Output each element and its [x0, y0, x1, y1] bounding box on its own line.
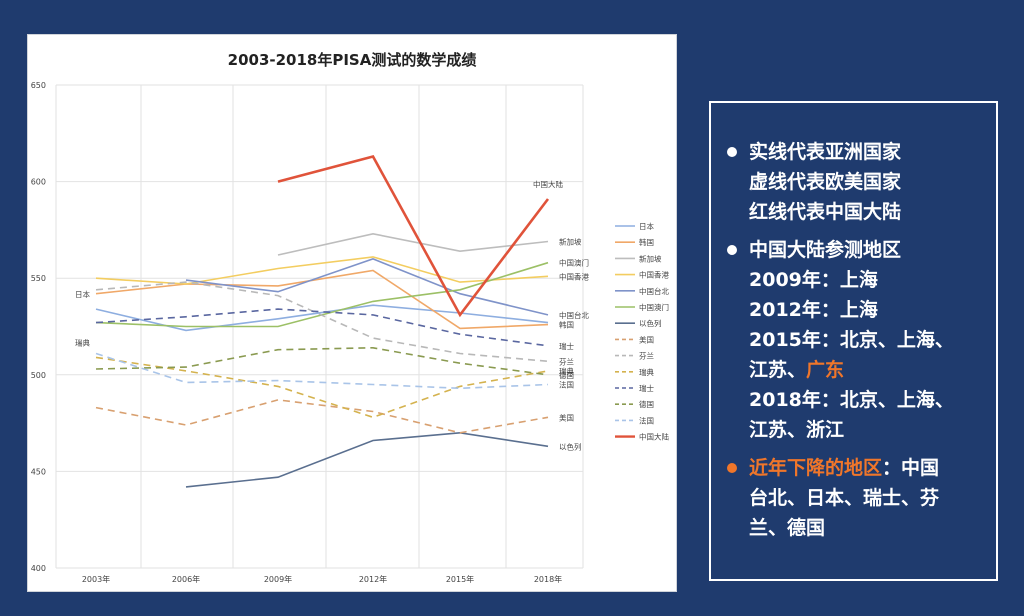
series-end-label: 中国澳门: [559, 258, 589, 268]
bullet-icon: [727, 463, 737, 473]
highlight-text: 广东: [806, 359, 845, 381]
info-line: 中国大陆参测地区: [749, 235, 986, 265]
series-end-label: 德国: [559, 370, 574, 380]
series-end-label: 以色列: [559, 441, 582, 451]
y-tick-label: 650: [31, 81, 46, 90]
info-line: 台北、日本、瑞士、芬: [749, 483, 986, 513]
info-line: 近年下降的地区：中国: [749, 453, 986, 483]
y-tick-label: 550: [31, 274, 46, 283]
series-end-label: 中国香港: [559, 271, 589, 281]
x-tick-label: 2003年: [82, 574, 110, 584]
y-tick-label: 400: [31, 564, 46, 573]
chart-card: 2003-2018年PISA测试的数学成绩 400 450 500 550 600 650 2…: [27, 34, 677, 592]
info-line: 兰、德国: [749, 513, 986, 543]
series-line: [185, 258, 549, 316]
info-item: 实线代表亚洲国家 虚线代表欧美国家 红线代表中国大陆: [727, 137, 986, 227]
info-line: 江苏、浙江: [749, 415, 986, 445]
series-end-label: 韩国: [559, 320, 574, 330]
info-line: 2015年：北京、上海、: [749, 325, 986, 355]
info-line: 2009年：上海: [749, 265, 986, 295]
series-end-label: 瑞士: [559, 341, 574, 351]
info-text: 中国大陆参测地区: [749, 239, 902, 261]
chart-title: 2003-2018年PISA测试的数学成绩: [228, 51, 477, 69]
bullet-icon: [727, 147, 737, 157]
legend-label: 法国: [639, 415, 654, 425]
legend-label: 芬兰: [639, 351, 654, 361]
info-line: 红线代表中国大陆: [749, 197, 986, 227]
y-tick-label: 450: [31, 467, 46, 476]
info-line: 虚线代表欧美国家: [749, 167, 986, 197]
series-line: [277, 232, 549, 256]
info-line: 2018年：北京、上海、: [749, 385, 986, 415]
info-text: 2015年：北京、上海、: [749, 329, 954, 351]
y-tick-label: 500: [31, 371, 46, 380]
x-tick-label: 2015年: [446, 574, 474, 584]
info-item: 近年下降的地区：中国台北、日本、瑞士、芬 兰、德国: [727, 453, 986, 543]
series-line: [95, 308, 549, 347]
legend-label: 韩国: [639, 237, 654, 247]
info-text: 实线代表亚洲国家: [749, 141, 902, 163]
series-line: [95, 399, 549, 434]
series-end-label: 瑞典: [559, 366, 574, 376]
legend-label: 美国: [639, 334, 654, 344]
series-line: [95, 304, 549, 332]
series-line: [95, 256, 549, 285]
info-line: 江苏、广东: [749, 355, 986, 385]
series-line: [95, 356, 549, 419]
series-line: [95, 352, 549, 390]
series-line: [95, 346, 549, 376]
series-top-label: 中国大陆: [533, 179, 563, 189]
legend-label: 中国台北: [639, 286, 669, 296]
legend-label: 瑞典: [639, 367, 654, 377]
series-line: [95, 261, 549, 328]
legend-label: 德国: [639, 399, 654, 409]
legend-label: 瑞士: [639, 383, 654, 393]
info-text: 兰、德国: [749, 517, 826, 539]
info-text: 江苏、浙江: [749, 419, 845, 441]
info-text: 2009年：上海: [749, 269, 878, 291]
highlight-text: 近年下降的地区: [749, 457, 883, 479]
series-end-label: 新加坡: [559, 236, 582, 246]
info-text: 虚线代表欧美国家: [749, 171, 902, 193]
legend-label: 日本: [639, 221, 654, 231]
info-line: 2012年：上海: [749, 295, 986, 325]
series-start-label: 日本: [75, 289, 90, 299]
series-line: [95, 269, 549, 330]
legend-label: 中国澳门: [639, 302, 669, 312]
info-text: 台北、日本、瑞士、芬: [749, 487, 940, 509]
legend-label: 中国香港: [639, 270, 669, 280]
legend-label: 以色列: [639, 318, 662, 328]
legend-label: 中国大陆: [639, 432, 669, 442]
info-text: 江苏、: [749, 359, 807, 381]
info-text: ：中国: [882, 457, 940, 479]
x-tick-label: 2009年: [264, 574, 292, 584]
info-text: 2012年：上海: [749, 299, 878, 321]
series-end-label: 法国: [559, 379, 574, 389]
line-chart: 2003-2018年PISA测试的数学成绩 400 450 500 550 600 650 2…: [31, 51, 670, 584]
info-text: 红线代表中国大陆: [749, 201, 902, 223]
series-line: [95, 281, 549, 363]
info-line: 实线代表亚洲国家: [749, 137, 986, 167]
y-tick-label: 600: [31, 178, 46, 187]
info-text: 2018年：北京、上海、: [749, 389, 954, 411]
series-end-label: 芬兰: [559, 356, 574, 366]
series-start-label: 瑞典: [75, 337, 90, 347]
series-end-label: 美国: [559, 412, 574, 422]
x-tick-label: 2018年: [534, 574, 562, 584]
series-line: [185, 431, 549, 488]
x-tick-label: 2006年: [172, 574, 200, 584]
series-line: [277, 154, 550, 318]
series-end-label: 中国台北: [559, 310, 589, 320]
bullet-icon: [727, 245, 737, 255]
info-item: 中国大陆参测地区 2009年：上海 2012年：上海 2015年：北京、上海、 江苏、广…: [727, 235, 986, 445]
info-box: 实线代表亚洲国家 虚线代表欧美国家 红线代表中国大陆 中国大陆参测地区 2009年：上海…: [709, 101, 998, 581]
x-tick-label: 2012年: [359, 574, 387, 584]
legend-label: 新加坡: [639, 253, 662, 263]
